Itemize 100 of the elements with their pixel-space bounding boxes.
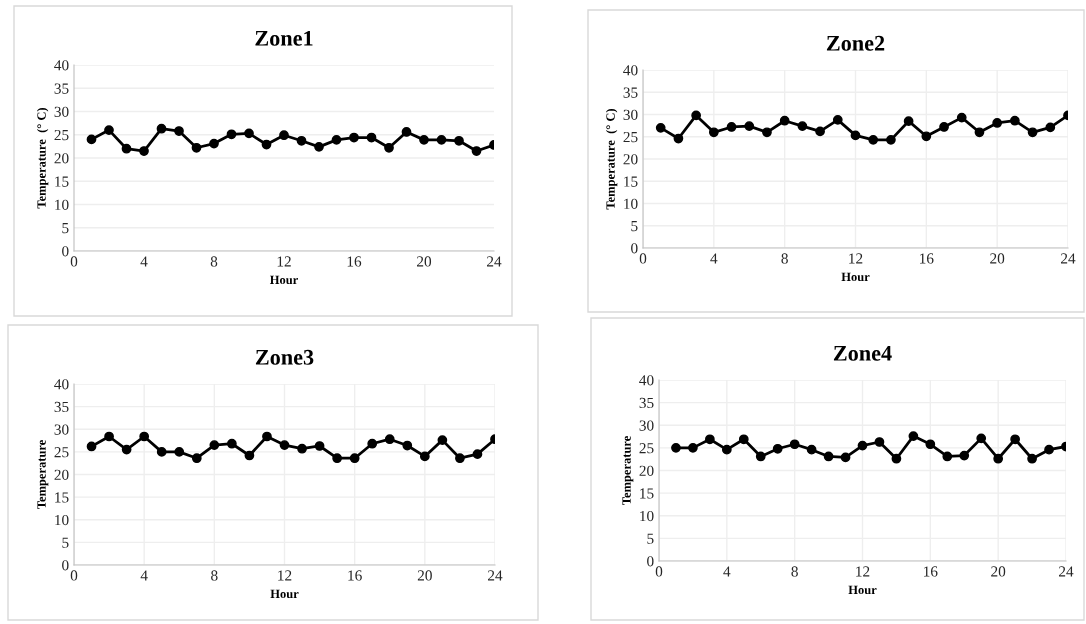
point [104,431,114,442]
y-axis-title: Temperature [37,440,49,510]
point [366,132,377,143]
point [708,127,719,138]
x-axis-title: Hour [270,589,299,599]
y-tick-label: 10 [640,510,654,522]
y-tick-label: 25 [623,131,638,143]
y-tick-label: 35 [623,87,638,98]
point [174,447,185,457]
point [121,444,132,455]
y-tick-label: 20 [54,153,69,164]
point [1010,434,1020,445]
x-tick-label: 0 [70,570,78,581]
point [744,121,755,131]
y-tick-label: 20 [623,154,638,165]
x-tick-label: 12 [856,566,870,577]
y-tick-label: 5 [62,223,69,234]
point [891,453,902,464]
point [139,431,150,442]
point [974,127,985,138]
point [279,440,290,450]
point [121,143,132,154]
x-tick-label: 8 [781,253,788,264]
y-tick-label: 30 [54,424,69,435]
point [886,135,896,145]
point [296,135,307,146]
x-tick-label: 8 [791,566,798,577]
point [209,440,220,450]
point [874,437,885,447]
point [959,450,970,461]
point [86,441,97,452]
point [104,125,114,135]
point [227,438,237,449]
point [1027,453,1037,464]
point [367,438,378,449]
point [721,444,732,455]
point [209,138,219,149]
point [992,118,1003,128]
point [419,135,429,145]
y-tick-label: 40 [54,379,69,390]
x-tick-label: 20 [990,253,1005,264]
point [857,440,868,451]
y-tick-label: 25 [639,443,654,454]
point [139,146,149,156]
point [921,131,932,142]
y-tick-label: 5 [631,221,638,232]
point [688,443,698,453]
x-tick-label: 16 [347,256,362,267]
point [261,139,272,150]
y-tick-label: 0 [62,246,69,257]
point [655,122,666,133]
y-tick-label: 30 [623,109,638,120]
point [840,452,851,463]
point [1027,127,1038,138]
point [349,453,360,464]
x-tick-label: 24 [1061,253,1076,264]
point [671,443,681,453]
point [384,434,395,445]
x-tick-label: 20 [991,566,1006,577]
y-tick-label: 40 [54,60,69,71]
point [691,110,701,121]
y-axis-title: Temperature (° C) [36,107,49,209]
y-tick-label: 25 [54,129,69,141]
x-tick-label: 4 [723,566,731,577]
point [454,135,464,146]
x-tick-label: 4 [140,256,148,267]
y-tick-label: 20 [54,469,69,480]
y-axis-title: Temperature (° C) [605,108,618,210]
point [437,435,448,445]
x-tick-label: 20 [417,570,432,581]
point [349,132,359,143]
point [244,128,254,139]
x-tick-label: 24 [488,570,503,581]
point [191,142,202,153]
point [850,130,861,141]
y-tick-label: 40 [639,375,654,386]
point [401,127,412,137]
x-tick-label: 20 [417,256,432,267]
point [832,114,843,125]
point [436,135,447,145]
point [1045,122,1056,133]
point [226,129,237,140]
point [993,453,1004,464]
point [755,451,766,462]
point [726,122,737,132]
point [738,434,749,445]
point [384,142,394,153]
point [314,441,325,451]
point [279,130,289,141]
x-tick-label: 0 [655,566,663,577]
y-tick-label: 40 [623,65,638,76]
y-tick-label: 15 [55,176,69,187]
point [976,433,987,444]
point [472,449,483,459]
point [174,126,184,136]
point [314,141,324,152]
point [262,431,272,442]
point [868,135,879,145]
x-tick-label: 16 [348,570,362,581]
y-tick-label: 5 [62,537,69,548]
